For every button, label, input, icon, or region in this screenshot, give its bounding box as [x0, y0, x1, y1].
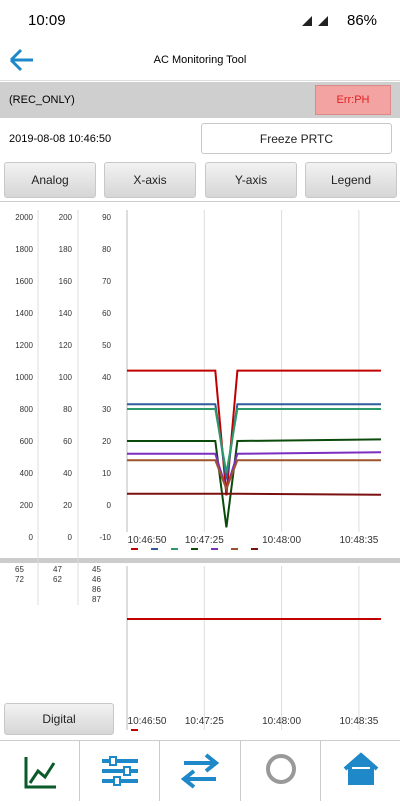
y-tick-label: 60	[63, 437, 72, 446]
title: AC Monitoring Tool	[153, 54, 247, 66]
series-line	[127, 459, 381, 492]
nav-swap[interactable]	[160, 741, 241, 801]
mode-bar: (REC_ONLY) Err:PH	[0, 82, 400, 118]
chart: -100102030405060708090020040060080010001…	[15, 210, 382, 731]
y-tick-label: 0	[68, 533, 73, 542]
y-tick-label: 1400	[15, 309, 33, 318]
y-tick-label: 400	[20, 469, 34, 478]
x-tick-label: 10:48:00	[262, 535, 301, 546]
freeze-button[interactable]: Freeze PRTC	[201, 123, 392, 154]
tab[interactable]: X-axis	[104, 162, 196, 198]
readout: 45	[92, 565, 101, 574]
y-tick-label: 90	[102, 213, 111, 222]
app-header: AC Monitoring Tool	[0, 40, 400, 81]
series-line	[127, 492, 382, 496]
readout: 46	[92, 575, 101, 584]
y-tick-label: 1000	[15, 373, 33, 382]
x-tick-label: 10:46:50	[128, 716, 167, 727]
battery: 86%	[347, 12, 378, 29]
tab[interactable]: Legend	[305, 162, 397, 198]
nav-home[interactable]	[321, 741, 400, 801]
divider	[0, 201, 400, 202]
divider	[0, 558, 400, 563]
back-button[interactable]	[8, 48, 36, 72]
y-tick-label: 20	[63, 501, 72, 510]
y-tick-label: 1200	[15, 341, 33, 350]
y-tick-label: 0	[107, 501, 112, 510]
y-tick-label: 80	[102, 245, 111, 254]
series-line	[127, 408, 381, 474]
y-tick-label: 600	[20, 437, 34, 446]
tab[interactable]: Analog	[4, 162, 96, 198]
y-tick-label: 1800	[15, 245, 33, 254]
series-line	[127, 438, 382, 528]
readout: 72	[15, 575, 24, 584]
x-tick-label: 10:48:00	[262, 716, 301, 727]
y-tick-label: 50	[102, 341, 111, 350]
readout: 47	[53, 565, 62, 574]
y-tick-label: 140	[59, 309, 73, 318]
x-tick-label: 10:46:50	[128, 535, 167, 546]
y-tick-label: 200	[20, 501, 34, 510]
y-tick-label: 60	[102, 309, 111, 318]
series-line	[127, 369, 381, 496]
y-tick-label: -10	[99, 533, 111, 542]
series-line	[127, 403, 381, 480]
nav-settings[interactable]	[80, 741, 161, 801]
signal-icons	[302, 16, 328, 26]
y-tick-label: 2000	[15, 213, 33, 222]
y-tick-label: 180	[59, 245, 73, 254]
y-tick-label: 80	[63, 405, 72, 414]
y-tick-label: 10	[102, 469, 111, 478]
y-tick-label: 1600	[15, 277, 33, 286]
y-tick-label: 100	[59, 373, 73, 382]
y-tick-label: 800	[20, 405, 34, 414]
readout: 87	[92, 595, 101, 604]
y-tick-label: 120	[59, 341, 73, 350]
nav-chart[interactable]	[0, 741, 81, 801]
status-bar: 10:09 86%	[0, 0, 400, 40]
series-line	[127, 451, 382, 493]
y-tick-label: 70	[102, 277, 111, 286]
readout: 62	[53, 575, 62, 584]
error-badge: Err:PH	[315, 85, 391, 115]
nav-record[interactable]	[241, 741, 321, 801]
readout: 86	[92, 585, 101, 594]
y-tick-label: 160	[59, 277, 73, 286]
mode: (REC_ONLY)	[9, 94, 75, 106]
x-tick-label: 10:48:35	[339, 535, 378, 546]
nav-bar	[0, 740, 400, 801]
x-tick-label: 10:48:35	[339, 716, 378, 727]
clock: 10:09	[28, 12, 66, 29]
y-tick-label: 200	[59, 213, 73, 222]
y-tick-label: 40	[63, 469, 72, 478]
readout: 65	[15, 565, 24, 574]
x-tick-label: 10:47:25	[185, 716, 224, 727]
digital-button[interactable]: Digital	[4, 703, 114, 735]
y-tick-label: 20	[102, 437, 111, 446]
y-tick-label: 0	[29, 533, 34, 542]
tab[interactable]: Y-axis	[205, 162, 297, 198]
timestamp: 2019-08-08 10:46:50	[9, 133, 112, 145]
x-tick-label: 10:47:25	[185, 535, 224, 546]
y-tick-label: 30	[102, 405, 111, 414]
y-tick-label: 40	[102, 373, 111, 382]
